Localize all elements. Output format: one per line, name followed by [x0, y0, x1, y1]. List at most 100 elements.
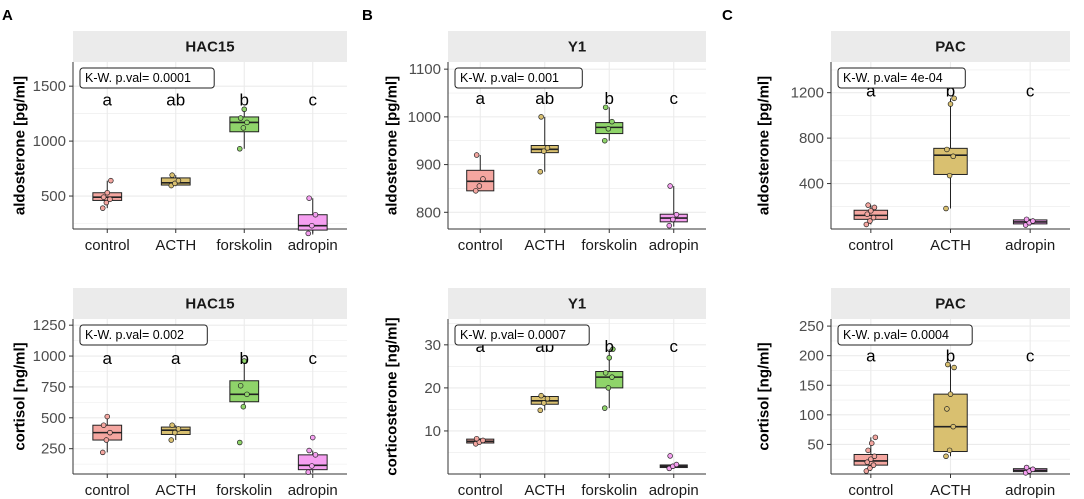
chart-5: PAC 50 100 150 200 250 cortisol [ng/ml] control… — [756, 288, 1070, 499]
y-tick-label: 900 — [416, 157, 441, 174]
significance-letter: b — [605, 89, 614, 108]
data-point — [100, 422, 107, 428]
test-label-box — [837, 67, 966, 89]
y-axis-title: aldosterone [pg/ml] — [12, 76, 29, 215]
data-point — [241, 106, 248, 112]
chart-4: Y1 10 20 30 corticosterone [ng/ml] control a AC… — [384, 288, 706, 499]
y-tick-label: 400 — [799, 176, 824, 193]
x-tick-label: control — [458, 482, 503, 499]
y-tick-label: 200 — [799, 348, 824, 365]
data-point — [476, 183, 483, 189]
data-point — [601, 137, 608, 144]
facet-strip — [831, 288, 1070, 319]
data-point — [172, 429, 178, 436]
data-point — [310, 434, 316, 441]
facet-title: HAC15 — [185, 296, 234, 313]
y-tick-label: 10 — [424, 423, 441, 440]
significance-letter: ab — [535, 89, 554, 108]
data-point — [667, 453, 673, 459]
x-tick-label: control — [848, 237, 893, 254]
y-tick-label: 1250 — [33, 317, 66, 334]
data-point — [100, 194, 107, 200]
data-point — [241, 358, 248, 364]
data-point — [864, 459, 870, 465]
significance-letter: ab — [166, 90, 185, 109]
data-point — [864, 211, 870, 217]
x-tick-label: adropin — [288, 482, 338, 499]
data-point — [305, 230, 312, 237]
y-tick-label: 1000 — [33, 133, 66, 150]
data-point — [544, 145, 551, 151]
box-forskolin — [229, 380, 260, 403]
significance-letter: a — [866, 347, 876, 366]
y-tick-label: 150 — [799, 377, 824, 394]
data-point — [1023, 216, 1030, 223]
data-point — [673, 211, 680, 218]
data-point — [944, 146, 950, 153]
x-tick-label: control — [85, 482, 130, 499]
significance-letter: c — [670, 89, 679, 108]
data-point — [943, 205, 949, 212]
chart-2: PAC 400 800 1200 aldosterone [pg/ml] control a… — [756, 31, 1070, 254]
y-tick-label: 1000 — [408, 109, 441, 126]
data-point — [865, 447, 871, 454]
data-point — [237, 382, 244, 389]
data-point — [103, 199, 110, 206]
data-point — [870, 214, 877, 221]
data-point — [609, 118, 615, 125]
chart-1: Y1 800 900 1000 1100 aldosterone [pg/ml] contr… — [384, 31, 706, 254]
data-point — [480, 437, 486, 444]
data-point — [606, 355, 612, 361]
data-point — [104, 189, 110, 196]
data-point — [99, 449, 106, 456]
data-point — [605, 385, 612, 391]
facet-strip — [448, 288, 706, 319]
data-point — [538, 392, 544, 399]
x-tick-label: ACTH — [524, 237, 565, 254]
test-label: K-W. p.val= 4e-04 — [843, 71, 943, 85]
data-point — [610, 346, 616, 352]
data-point — [872, 434, 879, 441]
data-point — [104, 413, 110, 420]
significance-letter: c — [670, 337, 679, 356]
data-point — [946, 447, 953, 454]
panel-label-b: B — [362, 7, 373, 24]
data-point — [950, 153, 956, 160]
data-point — [944, 406, 950, 412]
test-label: K-W. p.val= 0.0001 — [85, 71, 191, 85]
x-tick-label: control — [458, 237, 503, 254]
data-point — [172, 180, 178, 187]
significance-letter: a — [866, 81, 876, 100]
x-tick-label: adropin — [649, 237, 699, 254]
data-point — [169, 422, 175, 428]
x-tick-label: forskolin — [216, 237, 272, 254]
y-tick-label: 500 — [41, 188, 66, 205]
y-axis-title: cortisol [ng/ml] — [756, 342, 773, 450]
data-point — [1023, 464, 1030, 471]
data-point — [673, 461, 680, 468]
y-tick-label: 500 — [41, 410, 66, 427]
test-label: K-W. p.val= 0.0007 — [460, 328, 566, 342]
data-point — [240, 125, 247, 131]
data-point — [108, 177, 114, 184]
y-tick-label: 800 — [416, 204, 441, 221]
significance-letter: a — [171, 349, 181, 368]
box-ACTH — [933, 147, 968, 175]
data-point — [237, 439, 243, 446]
data-point — [667, 183, 673, 189]
facet-strip — [73, 31, 347, 62]
data-point — [946, 172, 953, 179]
test-label-box — [454, 324, 590, 346]
data-point — [244, 119, 250, 126]
data-point — [306, 447, 312, 454]
data-point — [99, 205, 106, 211]
data-point — [943, 453, 949, 460]
data-point — [602, 370, 609, 376]
y-tick-label: 1200 — [791, 85, 824, 102]
significance-letter: a — [103, 90, 113, 109]
significance-letter: a — [476, 89, 486, 108]
data-point — [538, 114, 544, 120]
